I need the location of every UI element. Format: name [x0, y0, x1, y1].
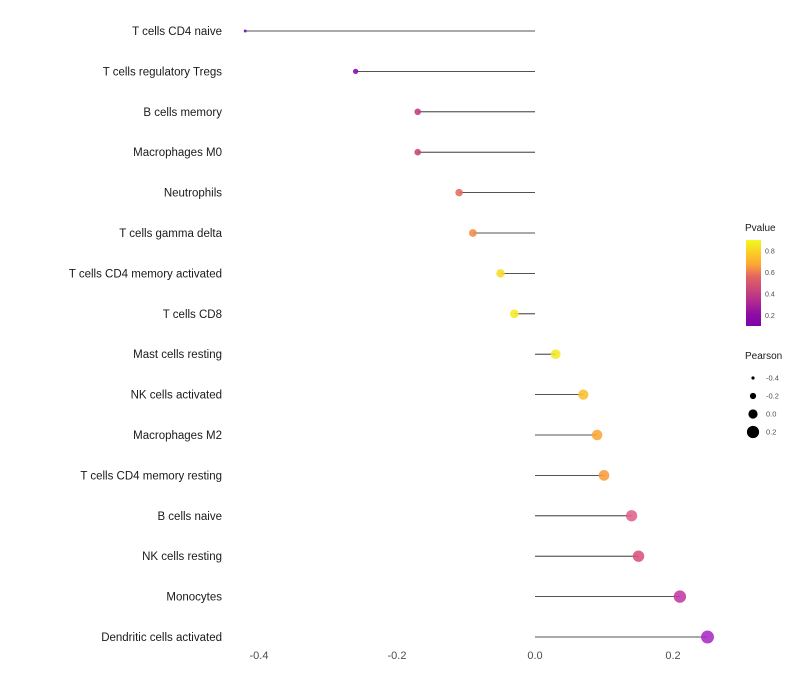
pvalue-tick-label: 0.8 [765, 248, 775, 255]
lollipop-dot[interactable] [352, 68, 359, 75]
category-label: Monocytes [166, 592, 222, 604]
lollipop-dot[interactable] [509, 309, 519, 319]
category-label: T cells regulatory Tregs [103, 66, 223, 78]
category-label: NK cells resting [142, 551, 222, 563]
pearson-size-dot [746, 425, 760, 439]
category-label: T cells CD4 naive [132, 26, 222, 38]
x-tick-label: 0.2 [665, 650, 680, 662]
pvalue-tick-label: 0.6 [765, 270, 775, 277]
category-label: Mast cells resting [133, 349, 222, 361]
pearson-legend: Pearson -0.4 -0.2 0.0 0.2 [745, 351, 782, 439]
pearson-size-label: -0.2 [766, 392, 779, 401]
category-label: B cells naive [157, 511, 222, 523]
category-label: B cells memory [143, 107, 222, 119]
x-tick-label: -0.4 [250, 650, 269, 662]
lollipop-dot[interactable] [550, 349, 561, 360]
lollipop-dot[interactable] [701, 630, 714, 644]
pearson-size-label: 0.2 [766, 428, 776, 437]
category-label: T cells gamma delta [119, 228, 222, 240]
category-label: T cells CD8 [163, 309, 222, 321]
lollipop-dot[interactable] [632, 550, 645, 562]
lollipop-dot[interactable] [243, 29, 247, 33]
lollipop-dot[interactable] [496, 269, 505, 278]
lollipop-dot[interactable] [578, 389, 589, 400]
pvalue-tick-label: 0.4 [765, 291, 775, 298]
pearson-size-dot [749, 392, 757, 400]
lollipop-dot[interactable] [591, 429, 603, 441]
lollipop-dot[interactable] [625, 510, 638, 522]
category-label: T cells CD4 memory activated [69, 268, 222, 280]
lollipop-dot[interactable] [455, 188, 463, 197]
pearson-legend-title: Pearson [745, 351, 782, 362]
category-label: Neutrophils [164, 188, 222, 200]
lollipop-dot[interactable] [673, 590, 687, 603]
plot-area: T cells CD4 naive T cells regulatory Treg… [69, 26, 714, 644]
x-tick-label: -0.2 [388, 650, 407, 662]
lollipop-dot[interactable] [598, 470, 610, 481]
category-label: NK cells activated [131, 390, 222, 402]
pvalue-legend: Pvalue 0.8 0.6 0.4 0.2 [745, 223, 776, 326]
lollipop-dot[interactable] [468, 229, 477, 237]
x-axis: -0.4 -0.2 0.0 0.2 [250, 650, 681, 662]
pvalue-tick-label: 0.2 [765, 313, 775, 320]
pearson-size-dot [751, 376, 755, 380]
pearson-size-dot [748, 409, 758, 419]
pearson-size-label: -0.4 [766, 374, 779, 383]
pvalue-legend-title: Pvalue [745, 223, 776, 234]
category-label: Macrophages M2 [133, 430, 222, 442]
x-tick-label: 0.0 [527, 650, 542, 662]
pearson-size-label: 0.0 [766, 410, 776, 419]
category-label: Macrophages M0 [133, 147, 222, 159]
category-label: Dendritic cells activated [101, 632, 222, 644]
pvalue-colorbar [746, 240, 761, 326]
category-label: T cells CD4 memory resting [80, 470, 222, 482]
lollipop-dot[interactable] [414, 148, 422, 156]
lollipop-dot[interactable] [414, 108, 422, 116]
